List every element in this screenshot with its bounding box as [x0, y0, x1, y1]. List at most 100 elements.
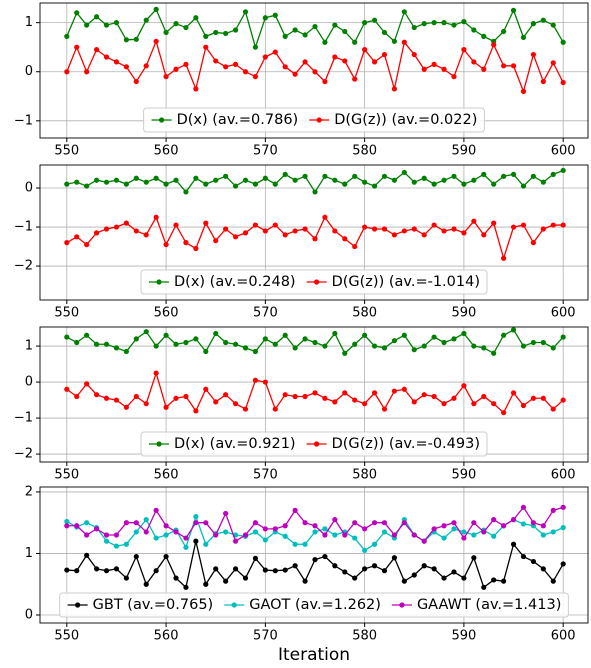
legend: D(x) (av.=0.786) D(G(z)) (av.=0.022)	[143, 107, 485, 133]
point	[223, 510, 229, 517]
point	[451, 74, 457, 80]
point	[352, 76, 358, 82]
point	[163, 181, 169, 187]
point	[332, 563, 338, 569]
point	[411, 532, 417, 538]
point	[203, 520, 209, 526]
point	[133, 175, 139, 181]
point	[530, 558, 536, 565]
point	[153, 535, 159, 541]
point	[163, 553, 169, 560]
point	[560, 561, 566, 567]
point	[381, 406, 388, 412]
point	[342, 58, 348, 64]
point	[481, 66, 487, 72]
point	[223, 30, 229, 37]
point	[501, 255, 507, 261]
point	[501, 578, 507, 584]
point	[371, 17, 378, 23]
point	[391, 338, 398, 344]
point	[262, 537, 268, 543]
y-tick-label: 1	[25, 15, 33, 30]
point	[471, 555, 477, 561]
point	[501, 332, 507, 338]
point	[322, 214, 328, 220]
point	[441, 535, 447, 541]
legend-marker	[313, 441, 320, 447]
point	[113, 59, 120, 65]
point	[173, 575, 179, 581]
point	[133, 520, 139, 526]
point	[252, 520, 259, 526]
point	[64, 181, 70, 187]
point	[223, 226, 229, 232]
point	[183, 544, 189, 550]
point	[342, 569, 348, 575]
point	[401, 228, 407, 234]
point	[451, 395, 457, 401]
point	[143, 63, 149, 69]
point	[510, 224, 517, 230]
point	[113, 345, 120, 351]
legend-label: GAOT (av.=1.262)	[249, 597, 381, 613]
point	[312, 390, 318, 396]
point	[103, 568, 110, 574]
point	[322, 39, 328, 45]
point	[183, 339, 189, 346]
point	[183, 24, 189, 31]
point	[401, 169, 407, 176]
point	[302, 520, 308, 526]
point	[232, 538, 239, 544]
legend-marker	[316, 117, 322, 123]
point	[74, 234, 80, 240]
point	[421, 392, 427, 398]
x-tick-label: 550	[54, 144, 79, 159]
point	[491, 220, 497, 226]
point	[471, 532, 477, 538]
point	[471, 177, 477, 183]
point	[292, 27, 298, 33]
x-tick-label: 590	[451, 629, 476, 644]
point	[520, 34, 527, 40]
point	[123, 220, 129, 226]
point	[282, 332, 288, 338]
point	[461, 535, 467, 541]
point	[223, 173, 229, 179]
point	[183, 535, 189, 541]
x-tick-label: 600	[551, 144, 576, 159]
point	[193, 15, 199, 21]
point	[322, 532, 328, 538]
point	[312, 23, 318, 30]
point	[252, 222, 259, 228]
point	[93, 392, 100, 398]
point	[173, 341, 179, 347]
point	[113, 20, 120, 26]
point	[431, 334, 437, 340]
point	[501, 28, 507, 35]
x-tick-label: 550	[54, 468, 79, 483]
point	[540, 339, 546, 346]
point	[213, 532, 219, 538]
point	[560, 39, 566, 45]
point	[262, 54, 268, 60]
point	[312, 236, 318, 242]
point	[381, 226, 388, 232]
point	[501, 523, 507, 529]
point	[123, 37, 129, 43]
point	[242, 69, 249, 75]
point	[550, 222, 556, 228]
point	[193, 245, 199, 252]
point	[262, 526, 268, 532]
point	[332, 517, 338, 523]
y-tick-label: 0	[25, 181, 33, 196]
point	[74, 339, 80, 346]
point	[193, 520, 199, 526]
point	[322, 526, 328, 532]
point	[510, 171, 517, 177]
x-tick-label: 560	[154, 144, 179, 159]
point	[123, 64, 129, 70]
point	[302, 336, 308, 342]
point	[352, 341, 358, 347]
point	[262, 15, 268, 21]
point	[411, 179, 417, 185]
